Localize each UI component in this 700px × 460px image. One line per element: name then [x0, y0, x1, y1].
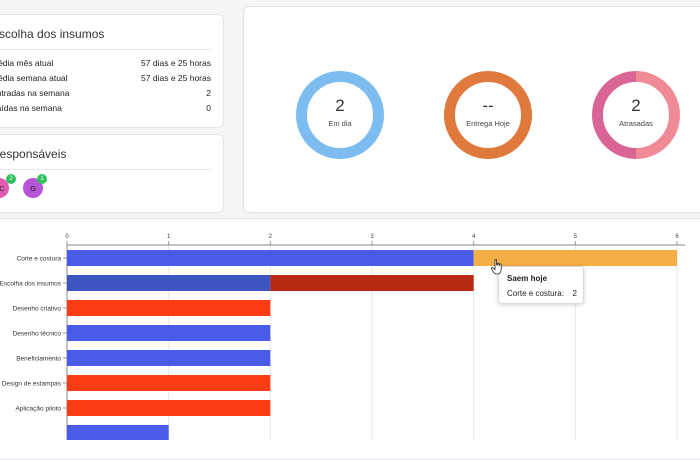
avatar-count-badge: 2 — [6, 174, 16, 184]
stat-value: 2 — [206, 88, 211, 98]
y-category-label: Design de estampas — [2, 381, 62, 388]
bar-segment — [67, 375, 271, 391]
bar-segment — [270, 275, 474, 291]
status-donuts-card: 2 Em dia -- Entrega Hoje 2 Atrasadas — [243, 6, 700, 213]
bar-segment — [67, 250, 474, 266]
stat-value: 0 — [206, 103, 211, 113]
donut-em-dia[interactable]: 2 Em dia — [295, 70, 385, 160]
x-tick-label: 0 — [65, 234, 69, 240]
donut-value: 2 — [335, 96, 345, 115]
stat-label: Saídas na semana — [0, 103, 62, 113]
bar-segment — [67, 275, 271, 291]
stat-label: Média mês atual — [0, 58, 54, 68]
y-category-label: Beneficiamento — [16, 356, 61, 363]
x-tick-label: 1 — [167, 234, 171, 240]
donut-value: 2 — [631, 96, 641, 115]
y-category-label: Desenho técnico — [13, 331, 62, 338]
bar-segment — [67, 300, 271, 316]
hand-cursor-icon — [491, 259, 502, 275]
stat-row-media-semana: Média semana atual 57 dias e 25 horas — [0, 73, 211, 86]
avatar-count-badge: 1 — [37, 174, 47, 184]
stat-value: 57 dias e 25 horas — [141, 73, 211, 83]
y-category-label: Escolha dos insumos — [0, 281, 62, 288]
y-category-label: Corte e costura — [17, 256, 62, 263]
x-tick-label: 3 — [370, 234, 374, 240]
x-tick-label: 2 — [269, 234, 273, 240]
bar-chart: 0 1 2 3 4 5 6 Corte e costura Escolha dos insumo… — [0, 234, 685, 440]
bar-segment — [67, 325, 271, 341]
donut-atrasadas[interactable]: 2 Atrasadas — [591, 70, 681, 160]
stat-row-entradas: Entradas na semana 2 — [0, 88, 211, 101]
donut-label: Atrasadas — [619, 119, 653, 128]
y-category-label: Aplicação piloto — [15, 406, 61, 413]
x-tick-label: 4 — [472, 234, 476, 240]
donut-label: Entrega Hoje — [466, 119, 510, 128]
responsaveis-divider — [0, 169, 211, 170]
tooltip-title: Saem hoje — [507, 274, 548, 283]
bar-segment — [67, 400, 271, 416]
donut-entrega-hoje[interactable]: -- Entrega Hoje — [443, 70, 533, 160]
responsaveis-card: Responsáveis GC 2 G 1 — [0, 134, 224, 213]
bar-segment — [67, 425, 169, 440]
chart-tooltip: Saem hoje Corte e costura: 2 — [498, 266, 584, 304]
tooltip-label: Corte e costura: — [507, 289, 564, 298]
x-tick-label: 5 — [574, 234, 578, 240]
summary-divider — [0, 49, 211, 50]
y-category-label: Desenho criativo — [13, 306, 62, 313]
donut-label: Em dia — [328, 119, 352, 128]
stat-label: Média semana atual — [0, 73, 68, 83]
donut-value: -- — [482, 96, 494, 115]
stat-label: Entradas na semana — [0, 88, 70, 98]
summary-title: Escolha dos insumos — [0, 27, 105, 41]
bar-segment — [473, 250, 677, 266]
stat-row-saidas: Saídas na semana 0 — [0, 103, 211, 116]
stat-value: 57 dias e 25 horas — [141, 58, 211, 68]
tooltip-value: 2 — [572, 289, 577, 298]
avatar-initials: G — [30, 183, 36, 193]
bar-segment — [67, 350, 271, 366]
x-tick-label: 6 — [675, 234, 679, 240]
responsaveis-title: Responsáveis — [0, 147, 67, 161]
stat-row-media-mes: Média mês atual 57 dias e 25 horas — [0, 58, 211, 71]
summary-card: Escolha dos insumos Média mês atual 57 d… — [0, 14, 224, 128]
avatar-initials: GC — [0, 183, 5, 193]
avatar[interactable]: GC — [0, 178, 9, 198]
